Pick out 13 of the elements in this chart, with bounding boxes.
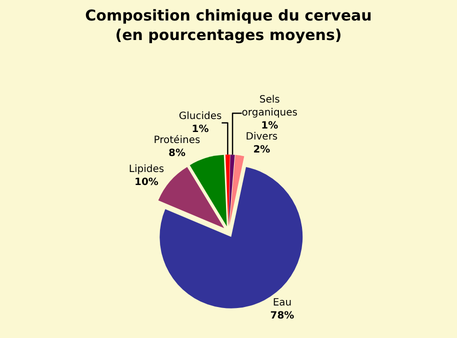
data-label: 10% (134, 177, 158, 188)
data-label: 78% (270, 310, 294, 322)
data-label: 8% (168, 148, 186, 159)
chart-title: Composition chimique du cerveau (en pourcentages moyens) (85, 6, 372, 44)
data-label: 1% (192, 124, 209, 135)
slice-label: Eau (272, 298, 292, 309)
slice-label: Glucides (178, 110, 222, 122)
data-label: 2% (253, 144, 270, 156)
slice-label: Protéines (154, 134, 200, 146)
slice-label: Sels organiques (242, 94, 298, 119)
slice-label: Lipides (128, 164, 164, 176)
slice-label: Divers (246, 132, 278, 143)
data-label: 1% (261, 120, 278, 132)
